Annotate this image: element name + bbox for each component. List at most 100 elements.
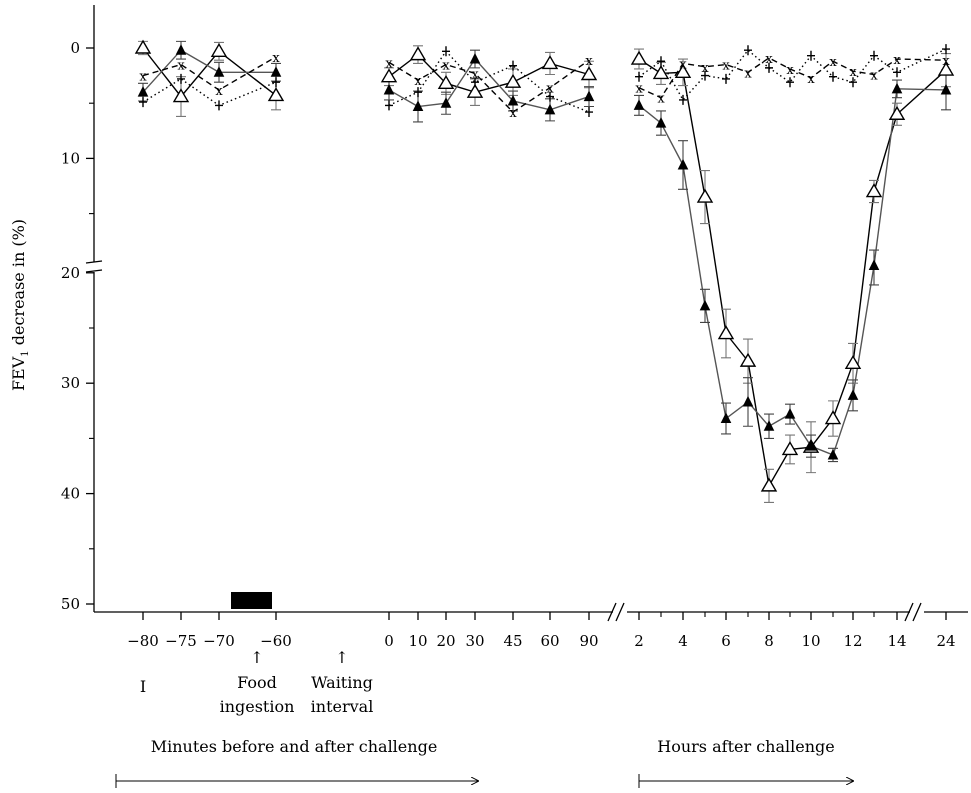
filled-triangle-point bbox=[633, 99, 645, 110]
x-tick-label: 12 bbox=[843, 632, 862, 650]
x-point: x bbox=[215, 84, 223, 99]
x-point: x bbox=[849, 65, 857, 80]
series-line bbox=[638, 58, 947, 488]
open-triangle-point bbox=[781, 441, 799, 456]
y-tick-label: 50 bbox=[61, 595, 80, 613]
x-point: x bbox=[807, 72, 815, 87]
food-label-line1: Food bbox=[237, 673, 277, 692]
y-ticks bbox=[86, 47, 94, 605]
filled-triangle-point bbox=[720, 412, 732, 424]
x-tick-label: 0 bbox=[384, 632, 394, 650]
filled-triangle-point bbox=[763, 420, 775, 431]
open-triangle-point bbox=[696, 188, 714, 203]
filled-triangle-point bbox=[583, 90, 595, 102]
y-tick-label: 10 bbox=[61, 149, 80, 167]
x-tick-label: −70 bbox=[203, 632, 235, 650]
open-triangle-point bbox=[824, 410, 842, 425]
series-line bbox=[142, 47, 277, 98]
plus-point bbox=[139, 97, 147, 108]
series-line bbox=[638, 57, 947, 99]
filled-triangle-point bbox=[847, 389, 859, 400]
food-ingestion-bar bbox=[231, 592, 272, 609]
x-tick-label: 8 bbox=[764, 632, 774, 650]
x-point: x bbox=[744, 66, 752, 81]
x-tick-label: 10 bbox=[801, 632, 820, 650]
x-point: x bbox=[414, 74, 422, 89]
minutes-span-arrow bbox=[115, 774, 478, 788]
plus-point bbox=[657, 56, 665, 67]
x-tick-label: −60 bbox=[260, 632, 292, 650]
plus-point bbox=[744, 45, 752, 56]
plus-point bbox=[942, 44, 950, 55]
waiting-arrow-icon: ↑ bbox=[335, 648, 348, 667]
hours-span-arrow bbox=[638, 774, 853, 788]
x-point: x bbox=[786, 63, 794, 78]
series-line bbox=[142, 49, 276, 93]
phase-marker: I bbox=[140, 677, 146, 696]
x-point: x bbox=[272, 51, 280, 66]
food-arrow-icon: ↑ bbox=[250, 648, 263, 667]
filled-triangle-point bbox=[440, 97, 452, 108]
open-triangle-point bbox=[760, 477, 778, 492]
filled-triangle-point bbox=[507, 94, 519, 106]
y-tick-label: 0 bbox=[70, 39, 80, 57]
hours-label: Hours after challenge bbox=[657, 737, 834, 756]
plus-point bbox=[849, 77, 857, 88]
x-point: x bbox=[585, 54, 593, 69]
x-point: x bbox=[942, 54, 950, 69]
x-tick-label: 60 bbox=[540, 632, 559, 650]
open-triangle-point bbox=[541, 55, 559, 70]
filled-triangle-point bbox=[270, 66, 282, 77]
plus-point bbox=[679, 94, 687, 105]
x-tick-label: 90 bbox=[579, 632, 598, 650]
open-triangle-point bbox=[466, 83, 484, 98]
filled-triangle-point bbox=[940, 83, 952, 95]
x-tick-label: 6 bbox=[721, 632, 731, 650]
y-tick-label: 20 bbox=[61, 264, 80, 282]
waiting-label-line1: Waiting bbox=[311, 673, 373, 692]
x-point: x bbox=[385, 56, 393, 71]
filled-triangle-point bbox=[891, 82, 903, 94]
error-bars bbox=[138, 40, 951, 503]
filled-triangle-point bbox=[742, 395, 754, 407]
series-line bbox=[638, 88, 947, 456]
minutes-label: Minutes before and after challenge bbox=[151, 737, 438, 756]
open-triangle-point bbox=[674, 63, 692, 78]
open-triangle-point bbox=[630, 50, 648, 65]
y-tick-label: 30 bbox=[61, 374, 80, 392]
x-point: x bbox=[546, 82, 554, 97]
x-tick-label: 4 bbox=[678, 632, 688, 650]
plus-point bbox=[471, 77, 479, 88]
x-point: x bbox=[635, 82, 643, 97]
y-axis-title: FEV1 decrease in (%) bbox=[9, 219, 31, 391]
series-line bbox=[142, 78, 277, 107]
x-tick-label: 45 bbox=[503, 632, 522, 650]
x-point: x bbox=[177, 59, 185, 74]
plus-point bbox=[215, 100, 223, 111]
plus-point bbox=[870, 50, 878, 61]
plus-point bbox=[829, 71, 837, 82]
x-point: x bbox=[679, 57, 687, 72]
open-triangle-point bbox=[504, 73, 522, 88]
open-triangle-point bbox=[844, 354, 862, 370]
x-point: x bbox=[765, 52, 773, 67]
open-triangle-point bbox=[134, 39, 152, 54]
series-lines bbox=[142, 47, 947, 488]
plus-point bbox=[786, 77, 794, 88]
open-triangle-point bbox=[739, 352, 757, 367]
series-line bbox=[142, 56, 277, 91]
plus-point bbox=[385, 100, 393, 111]
plus-point bbox=[701, 70, 709, 81]
x-point: x bbox=[139, 70, 147, 85]
plus-point bbox=[272, 77, 280, 88]
x-point: x bbox=[722, 59, 730, 74]
y-tick-labels: 0 10 20 30 40 50 bbox=[61, 39, 80, 613]
x-point: x bbox=[701, 61, 709, 76]
x-tick-label: 30 bbox=[465, 632, 484, 650]
waiting-label-line2: interval bbox=[311, 697, 374, 716]
filled-triangle-point bbox=[469, 52, 481, 64]
filled-triangle-point bbox=[383, 83, 395, 95]
filled-triangle-point bbox=[655, 116, 667, 128]
